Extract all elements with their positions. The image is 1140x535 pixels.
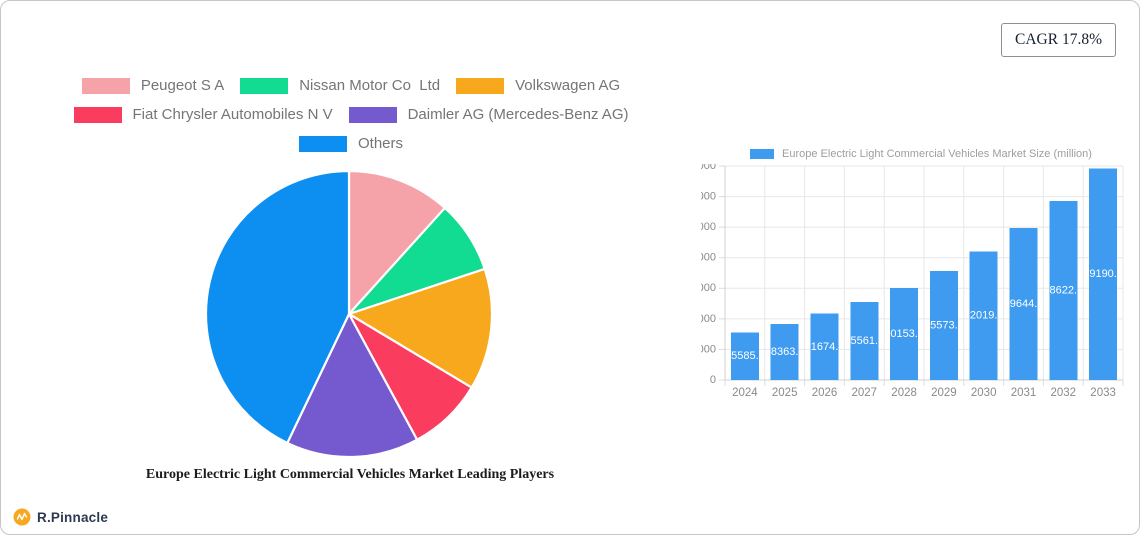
bar-value-label: 2019. <box>970 310 998 322</box>
x-axis-label: 2027 <box>852 387 878 399</box>
pulse-logo-icon <box>13 508 31 526</box>
bar-chart-legend[interactable]: Europe Electric Light Commercial Vehicle… <box>701 148 1139 160</box>
pie-slice-daimler-ag-mercedes-benz-ag <box>286 312 419 459</box>
legend-label: Volkswagen AG <box>515 77 621 94</box>
bar-2028 <box>890 287 919 380</box>
legend-item-volkswagen-ag[interactable]: Volkswagen AG <box>456 77 620 94</box>
pie-title: Europe Electric Light Commercial Vehicle… <box>145 467 555 482</box>
legend-swatch <box>240 77 289 94</box>
bar-2029 <box>929 271 958 380</box>
y-axis-label: 70000 <box>701 164 716 172</box>
pie-chart <box>204 169 494 459</box>
y-axis-label: 30000 <box>701 282 716 294</box>
bar-legend-swatch <box>750 149 775 159</box>
legend-item-fiat-chrysler-automobiles-n-v[interactable]: Fiat Chrysler Automobiles N V <box>73 106 333 123</box>
x-axis-label: 2033 <box>1090 387 1116 399</box>
x-axis-label: 2025 <box>772 387 798 399</box>
y-axis-label: 60000 <box>701 190 716 202</box>
bar-chart: 0 10000 20000 30000 40000 50000 60000 70000 5585… <box>701 164 1124 399</box>
bar-2025 <box>770 323 799 380</box>
x-axis-label: 2032 <box>1051 387 1077 399</box>
bar-legend-label: Europe Electric Light Commercial Vehicle… <box>782 148 1092 160</box>
logo-pulse-line <box>16 512 28 521</box>
y-axis-label: 20000 <box>701 313 716 325</box>
legend-label: Fiat Chrysler Automobiles N V <box>132 106 333 123</box>
legend-label: Others <box>357 135 403 152</box>
legend-label: Peugeot S A <box>140 77 225 94</box>
bar-2032 <box>1049 200 1078 380</box>
bar-value-label: 8363. <box>771 346 799 358</box>
y-axis-label: 0 <box>710 374 716 386</box>
y-axis-label: 50000 <box>701 221 716 233</box>
logo: R.Pinnacle <box>13 508 108 526</box>
legend-swatch <box>298 135 347 152</box>
legend-item-others[interactable]: Others <box>298 135 403 152</box>
x-axis-label: 2028 <box>891 387 917 399</box>
pie-slice-peugeot-s-a <box>347 169 447 316</box>
x-axis-label: 2024 <box>732 387 758 399</box>
x-axis-label: 2031 <box>1011 387 1037 399</box>
pie-slice-others <box>204 169 351 445</box>
bar-2026 <box>810 313 839 380</box>
logo-text: R.Pinnacle <box>37 509 109 525</box>
y-axis-label: 40000 <box>701 252 716 264</box>
pie-slice-volkswagen-ag <box>347 267 494 389</box>
bar-value-label: 1674. <box>811 341 839 353</box>
bar-value-label: 9190. <box>1089 268 1117 280</box>
y-axis-label: 10000 <box>701 343 716 355</box>
legend-swatch <box>81 77 130 94</box>
legend-swatch <box>456 77 505 94</box>
logo-circle <box>13 508 31 526</box>
bar-value-label: 5561. <box>851 335 879 347</box>
bar-2024 <box>730 332 759 380</box>
bar-value-label: 5585. <box>731 350 759 362</box>
legend-item-peugeot-s-a[interactable]: Peugeot S A <box>81 77 225 94</box>
x-axis-label: 2026 <box>812 387 838 399</box>
bar-2033 <box>1089 168 1118 380</box>
legend-label: Nissan Motor Co Ltd <box>299 77 441 94</box>
legend-label: Daimler AG (Mercedes-Benz AG) <box>407 106 629 123</box>
cagr-badge: CAGR 17.8% <box>1001 23 1116 57</box>
bar-2027 <box>850 301 879 380</box>
pie-legend: Peugeot S A Nissan Motor Co Ltd Volkswagen… <box>31 77 671 152</box>
x-axis-label: 2029 <box>931 387 957 399</box>
bar-2030 <box>969 251 998 380</box>
bar-value-label: 0153. <box>890 328 918 340</box>
bar-value-label: 5573. <box>930 320 958 332</box>
legend-item-daimler-ag-mercedes-benz-ag[interactable]: Daimler AG (Mercedes-Benz AG) <box>348 106 629 123</box>
bar-2031 <box>1009 228 1038 380</box>
x-axis-label: 2030 <box>971 387 997 399</box>
legend-item-nissan-motor-co-ltd[interactable]: Nissan Motor Co Ltd <box>240 77 440 94</box>
legend-swatch <box>348 106 397 123</box>
legend-swatch <box>73 106 122 123</box>
bar-value-label: 8622. <box>1050 284 1078 296</box>
bar-value-label: 9644. <box>1010 298 1038 310</box>
